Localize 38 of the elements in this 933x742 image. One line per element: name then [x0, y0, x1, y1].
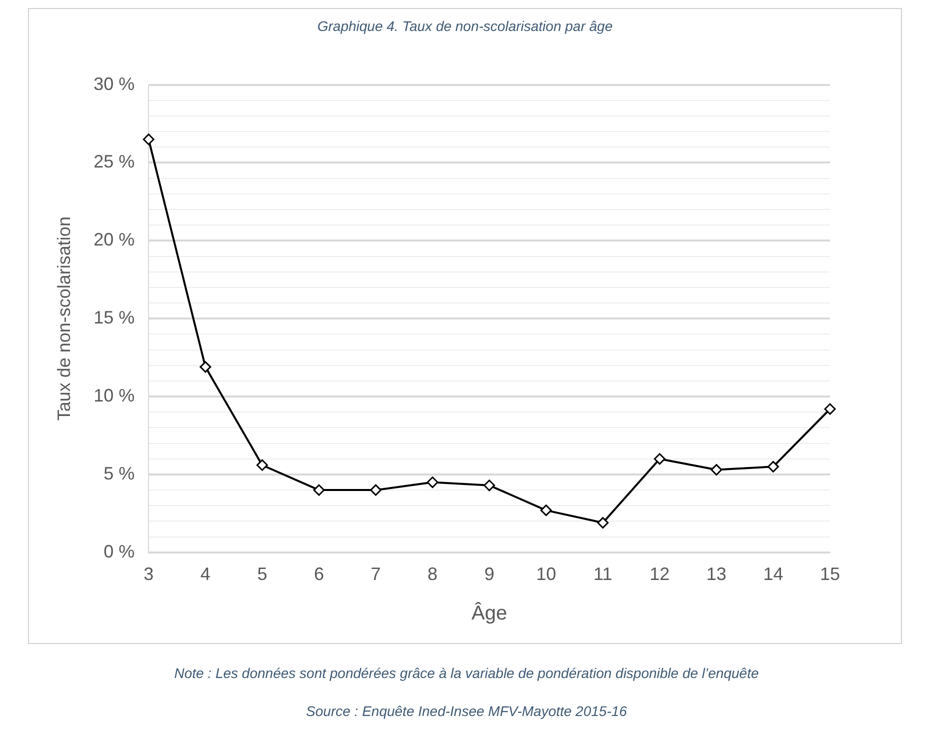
- point: [767, 460, 779, 472]
- point: [313, 484, 325, 496]
- source-note: Source : Enquête Ined-Insee MFV-Mayotte 2015-16: [305, 703, 628, 719]
- y-tick-label: 30 %: [94, 74, 135, 94]
- x-tick-label: 5: [257, 564, 268, 584]
- x-tick-label: 15: [820, 564, 840, 584]
- point: [200, 361, 212, 373]
- point: [484, 480, 496, 492]
- x-tick-label: 14: [763, 564, 784, 584]
- y-tick-label: 10 %: [94, 386, 135, 406]
- point: [256, 459, 268, 471]
- point: [540, 504, 552, 516]
- text: Note : Les données sont pondérées grâce à la variable de pondération disponible de l’enquête: [173, 665, 760, 681]
- x-tick-label: 8: [428, 564, 438, 584]
- y-tick-label: 25 %: [94, 152, 135, 172]
- y-tick-label: 15 %: [94, 308, 135, 328]
- point: [597, 517, 609, 529]
- y-tick-label: 20 %: [94, 230, 135, 250]
- x-tick-label: 3: [144, 564, 154, 584]
- x-tick-label: 11: [594, 564, 612, 584]
- x-tick-label: 10: [536, 564, 556, 584]
- x-axis-title: Âge: [472, 602, 508, 625]
- x-tick-label: 4: [200, 564, 210, 584]
- point: [824, 403, 836, 415]
- y-tick-label: 5 %: [104, 463, 135, 484]
- y-tick-label: 0 %: [104, 541, 135, 562]
- x-tick-label: 12: [650, 564, 670, 584]
- point: [654, 453, 666, 465]
- x-tick-label: 13: [706, 564, 726, 584]
- point: [426, 476, 438, 488]
- point: [370, 484, 382, 496]
- x-tick-label: 9: [484, 564, 494, 584]
- y-axis-title: Taux de non-scolarisation: [54, 216, 74, 421]
- point: [142, 134, 154, 146]
- point: [710, 464, 722, 476]
- x-tick-label: 6: [314, 564, 324, 584]
- chart-title: Graphique 4. Taux de non-scolarisation par âge: [316, 18, 614, 34]
- x-tick-label: 7: [370, 564, 381, 584]
